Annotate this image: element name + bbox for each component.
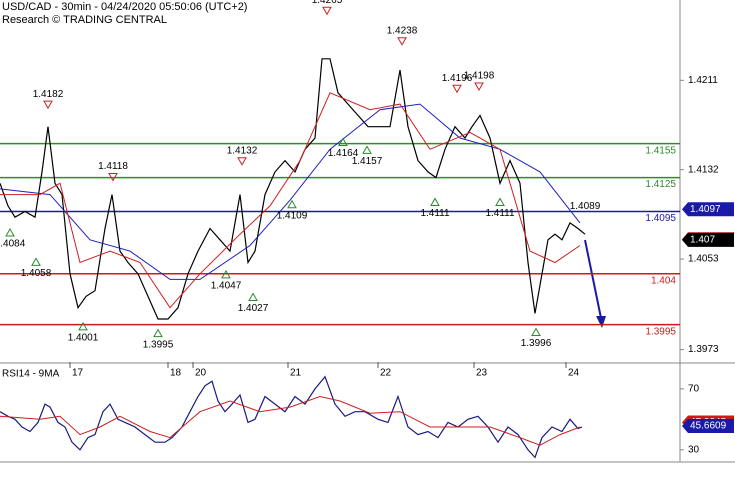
level-label: 1.404: [651, 275, 676, 286]
y-tick-label: 70: [688, 383, 700, 394]
price-badge-label: 45.6609: [690, 421, 727, 432]
low-marker: [531, 327, 541, 337]
projection-arrow: [584, 239, 602, 319]
high-marker: [43, 100, 53, 110]
low-marker: [362, 145, 372, 154]
low-label: 1.4157: [352, 156, 383, 167]
low-label: 1.4047: [211, 280, 242, 291]
y-tick-label: 1.4053: [688, 254, 719, 265]
high-label: 1.4182: [33, 89, 64, 100]
high-label: 1.4118: [98, 161, 128, 172]
price-badge-label: 1.4097: [690, 204, 721, 215]
high-marker: [397, 37, 407, 46]
level-label: 1.4095: [645, 213, 676, 224]
x-tick-label: 18: [170, 368, 182, 379]
low-label: 1.4111: [485, 208, 515, 219]
chart-title: USD/CAD - 30min - 04/24/2020 05:50:06 (U…: [2, 1, 247, 13]
low-marker: [248, 292, 258, 301]
x-tick-label: 21: [290, 368, 302, 379]
high-marker: [108, 173, 118, 182]
low-label: 1.4109: [277, 210, 308, 221]
price-badge: [682, 418, 734, 433]
high-label: 1.4265: [312, 0, 343, 6]
low-marker: [338, 137, 348, 146]
price-badge-label: 1.407: [690, 234, 715, 245]
low-marker: [287, 199, 297, 209]
y-tick-label: 1.4132: [688, 164, 719, 175]
low-label: 1.4001: [68, 333, 99, 344]
high-label: 1.4238: [387, 25, 418, 36]
low-marker: [153, 328, 163, 338]
series-line: [0, 375, 583, 459]
low-marker: [430, 197, 440, 206]
series-line: [0, 103, 581, 280]
high-marker: [237, 157, 247, 166]
low-label: 1.3995: [143, 339, 174, 350]
low-label: 1.4164: [328, 148, 359, 159]
price-badge: [682, 202, 734, 217]
high-label: 1.4132: [227, 145, 258, 156]
y-tick-label: 30: [688, 444, 700, 455]
high-marker: [452, 84, 462, 94]
level-label: 1.4155: [645, 145, 676, 156]
low-marker: [495, 197, 505, 206]
level-label: 1.4125: [645, 179, 676, 190]
level-label: 1.3995: [645, 326, 676, 337]
low-label: 1.4084: [0, 239, 26, 250]
high-label: 1.4196: [442, 73, 473, 84]
chart-subtitle: Research © TRADING CENTRAL: [2, 14, 167, 26]
low-label: 1.4111: [420, 208, 450, 219]
panel-title: RSI14 - 9MA: [2, 369, 60, 380]
high-label: 1.4198: [464, 71, 495, 82]
projection-arrowhead: [596, 316, 606, 328]
high-marker: [474, 82, 484, 92]
low-marker: [5, 227, 15, 237]
series-line: [0, 92, 581, 309]
x-tick-label: 24: [568, 368, 580, 379]
low-marker: [221, 269, 231, 279]
y-tick-label: 1.3973: [688, 344, 719, 355]
x-tick-label: 17: [72, 368, 84, 379]
series-line: [0, 395, 581, 446]
x-tick-label: 22: [380, 368, 392, 379]
low-label: 1.3996: [521, 338, 552, 349]
x-tick-label: 23: [476, 368, 488, 379]
series-line: [0, 58, 586, 320]
price-badge: [682, 232, 734, 247]
y-tick-label: 1.4211: [688, 75, 718, 86]
high-marker: [322, 6, 332, 16]
low-marker: [31, 257, 41, 266]
x-tick-label: 20: [195, 368, 207, 379]
level-note: 1.4089: [570, 201, 601, 212]
low-marker: [78, 321, 88, 331]
low-label: 1.4058: [21, 268, 52, 279]
low-label: 1.4027: [238, 303, 269, 314]
